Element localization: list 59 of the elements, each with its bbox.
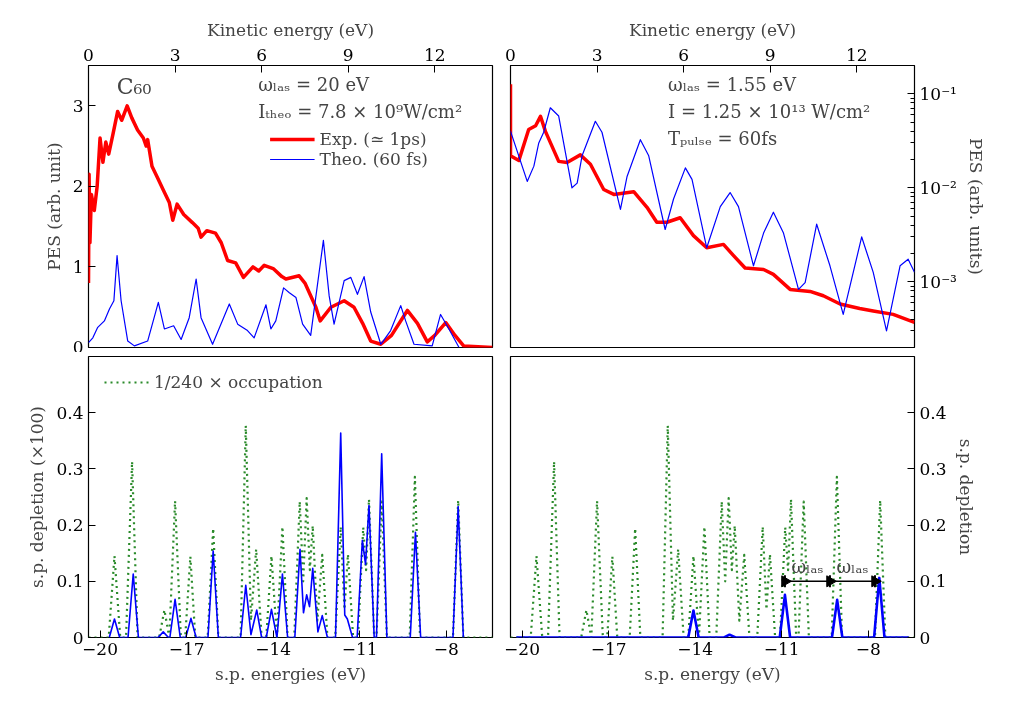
y-tick-label: 0.2 (919, 515, 947, 536)
x-tick-label: 12 (845, 44, 868, 65)
x-tick-label: −8 (433, 638, 459, 659)
x-axis-title: Kinetic energy (eV) (628, 19, 797, 40)
x-tick-label: 6 (678, 44, 690, 65)
x-tick-label: 9 (342, 44, 354, 65)
x-tick-label: −14 (677, 638, 714, 659)
y-tick-label: 0.1 (919, 571, 947, 592)
legend-label: Theo. (60 fs) (319, 149, 428, 169)
y-tick-label: 0.1 (56, 571, 84, 592)
y-tick-label: 0.2 (56, 515, 84, 536)
legend-label: Exp. (≃ 1ps) (319, 129, 427, 149)
line-series (108, 432, 465, 638)
x-axis-title: s.p. energies (eV) (214, 663, 367, 684)
y-axis-title: PES (arb. units) (965, 138, 986, 276)
x-axis-title: Kinetic energy (eV) (206, 19, 375, 40)
x-axis-title: s.p. energy (eV) (644, 663, 781, 684)
legend-label: 1/240 × occupation (154, 372, 323, 392)
y-axis-title: s.p. depletion (955, 438, 976, 556)
x-tick-label: −20 (504, 638, 540, 659)
line-series (510, 424, 915, 638)
x-tick-label: −20 (82, 638, 118, 659)
y-tick-label: 1 (72, 256, 84, 277)
y-tick-label: 10⁻² (919, 177, 957, 198)
annotation: ωₗₐₛ (836, 556, 869, 578)
annotation: Tₚᵤₗₛₑ = 60fs (668, 127, 778, 149)
y-tick-label: 10⁻¹ (919, 83, 957, 104)
y-tick-label: 0 (72, 336, 84, 357)
line-series (88, 424, 493, 638)
line-series (88, 239, 460, 348)
x-tick-label: −17 (590, 638, 627, 659)
x-tick-label: 9 (764, 44, 776, 65)
x-tick-label: 3 (169, 44, 181, 65)
x-tick-label: −11 (763, 638, 800, 659)
y-tick-label: 0.4 (919, 402, 947, 423)
annotation: ωₗₐₛ (791, 556, 824, 578)
x-tick-label: −11 (341, 638, 378, 659)
x-tick-label: 0 (505, 44, 516, 65)
y-tick-label: 0.3 (919, 458, 947, 479)
x-tick-label: 6 (256, 44, 268, 65)
y-tick-label: 0.4 (56, 402, 84, 423)
y-tick-label: 0.3 (56, 458, 84, 479)
y-tick-label: 10⁻³ (919, 271, 957, 292)
x-tick-label: −8 (855, 638, 881, 659)
x-tick-label: 12 (423, 44, 446, 65)
x-tick-label: 3 (591, 44, 603, 65)
x-tick-label: −17 (168, 638, 205, 659)
y-tick-label: 3 (72, 95, 84, 116)
line-series (88, 104, 493, 348)
annotation: ωₗₐₛ = 20 eV (258, 73, 371, 95)
x-tick-label: −14 (255, 638, 292, 659)
y-axis-title: s.p. depletion (×100) (27, 406, 48, 588)
annotation: I = 1.25 × 10¹³ W/cm² (668, 100, 871, 122)
annotation: Iₜₕₑₒ = 7.8 × 10⁹W/cm² (258, 100, 463, 122)
line-series (514, 576, 911, 638)
y-tick-label: 2 (72, 176, 84, 197)
y-axis-title: PES (arb. unit) (43, 142, 64, 271)
annotation: C₆₀ (116, 73, 152, 99)
annotation: ωₗₐₛ = 1.55 eV (668, 73, 798, 95)
